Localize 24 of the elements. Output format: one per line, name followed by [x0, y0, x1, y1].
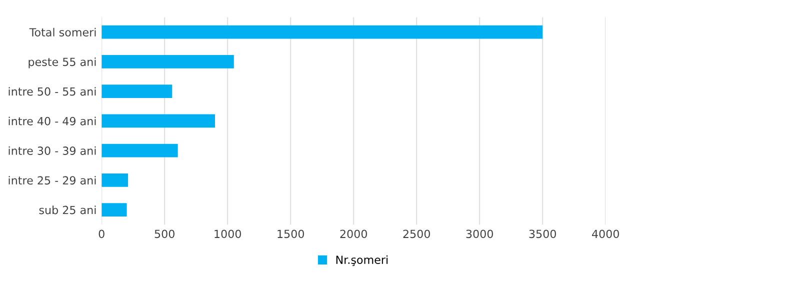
y-tick-label: intre 25 - 29 ani	[8, 176, 96, 185]
legend-label: Nr.şomeri	[336, 255, 388, 266]
y-tick-label: peste 55 ani	[28, 57, 96, 68]
y-tick-label: intre 40 - 49 ani	[8, 116, 96, 126]
bar	[102, 84, 172, 98]
y-tick-label: intre 50 - 55 ani	[8, 87, 96, 96]
x-tick-label: 3500	[529, 230, 556, 238]
x-tick-label: 3000	[466, 230, 493, 238]
y-tick-label: intre 30 - 39 ani	[8, 146, 96, 155]
y-tick-label: Total someri	[29, 28, 96, 36]
x-tick-label: 500	[154, 230, 174, 238]
y-tick-label: sub 25 ani	[39, 206, 96, 214]
x-tick-label: 2500	[403, 230, 430, 238]
x-tick-label: 0	[98, 230, 104, 238]
bar	[102, 203, 127, 216]
bar	[102, 25, 543, 39]
bar	[102, 114, 215, 128]
x-tick-label: 1000	[214, 230, 241, 238]
bar	[102, 144, 178, 158]
x-tick-label: 1500	[278, 230, 304, 238]
bar	[102, 174, 128, 187]
bar	[102, 55, 234, 68]
x-tick-label: 4000	[592, 230, 619, 238]
x-tick-label: 2000	[340, 230, 367, 238]
